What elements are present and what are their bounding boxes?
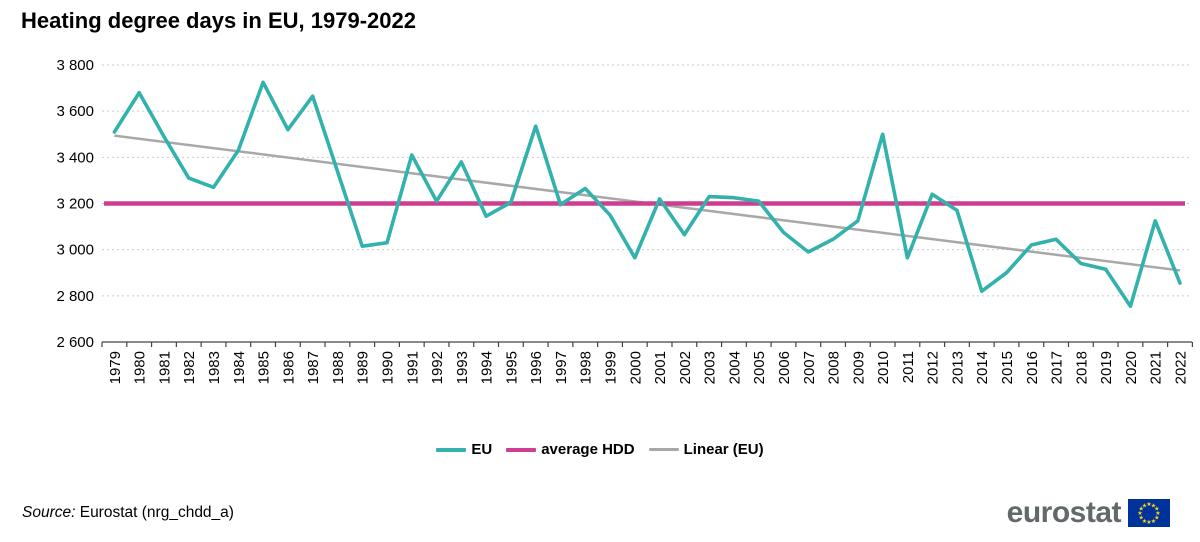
y-tick-label: 3 600	[56, 103, 94, 120]
x-tick-label: 2008	[826, 351, 843, 384]
x-tick-label: 1994	[479, 351, 496, 384]
eu-flag-field	[1128, 499, 1170, 527]
x-tick-label: 1998	[578, 351, 595, 384]
x-tick-label: 1987	[305, 351, 322, 384]
x-tick-label: 2003	[702, 351, 719, 384]
x-tick-label: 2016	[1024, 351, 1041, 384]
eu-flag-star: ★	[1142, 518, 1147, 525]
eu-flag-star: ★	[1154, 506, 1159, 513]
x-tick-label: 2001	[652, 351, 669, 384]
x-tick-label: 1989	[355, 351, 372, 384]
eu-flag-star: ★	[1139, 515, 1144, 522]
y-tick-label: 2 600	[56, 334, 94, 351]
eu-flag-star: ★	[1139, 506, 1144, 513]
x-tick-label: 2005	[751, 351, 768, 384]
legend-swatch-linear-eu	[648, 448, 679, 451]
eu-flag-star: ★	[1146, 501, 1151, 508]
x-tick-label: 2012	[925, 351, 942, 384]
x-tick-label: 2000	[627, 351, 644, 384]
eu-flag-icon: ★ ★★★★★★★★★★★	[1128, 499, 1170, 527]
x-tick-label: 1999	[603, 351, 620, 384]
eurostat-logo-text: eurostat	[1006, 496, 1122, 529]
eurostat-logo: eurostat ★ ★ ★ ★ ★ ★ ★ ★ ★ ★ ★ ★	[1007, 498, 1170, 528]
x-tick-label: 1990	[379, 351, 396, 384]
eu-flag-star: ★	[1137, 510, 1142, 517]
x-tick-label: 1988	[330, 351, 347, 384]
chart-title: Heating degree days in EU, 1979-2022	[21, 8, 416, 33]
x-tick-label: 1996	[528, 351, 545, 384]
x-tick-label: 1992	[429, 351, 446, 384]
x-tick-label: 1981	[156, 351, 173, 384]
x-tick-label: 2002	[677, 351, 694, 384]
x-tick-label: 1991	[404, 351, 421, 384]
legend-label-eu: EU	[471, 441, 493, 458]
legend-item-linear-eu: Linear (EU)	[648, 441, 764, 458]
eu-flag-star: ★	[1154, 515, 1159, 522]
eu-flag-star: ★	[1151, 502, 1156, 509]
legend-label-linear-eu: Linear (EU)	[683, 441, 764, 458]
x-tick-label: 2006	[776, 351, 793, 384]
x-tick-label: 1979	[107, 351, 124, 384]
legend-swatch-average-hdd	[506, 447, 537, 452]
x-tick-label: 1993	[454, 351, 471, 384]
legend-label-average-hdd: average HDD	[541, 441, 635, 458]
x-tick-label: 2013	[949, 351, 966, 384]
y-tick-label: 3 400	[56, 149, 94, 166]
x-tick-label: 1986	[280, 351, 297, 384]
x-tick-label: 1980	[132, 351, 149, 384]
hdd-line-chart: 3 800 3 600 3 400 3 200 3 000 2 800 2 600 1979 1…	[56, 57, 1193, 384]
source-prefix: Source:	[22, 504, 76, 521]
x-tick-label: 1982	[181, 351, 198, 384]
x-tick-label: 2010	[875, 351, 892, 384]
x-tick-label: 1995	[503, 351, 520, 384]
legend-swatch-eu	[436, 447, 467, 452]
eu-flag-star: ★	[1155, 510, 1160, 517]
x-tick-label: 2022	[1173, 351, 1190, 384]
x-tick-label: 2007	[801, 351, 818, 384]
x-tick-label: 2004	[726, 351, 743, 384]
chart-legend: EU average HDD Linear (EU)	[0, 441, 1200, 458]
x-tick-label: 1983	[206, 351, 223, 384]
y-tick-label: 3 800	[56, 57, 94, 74]
x-tick-label: 1984	[231, 351, 248, 384]
x-tick-label: 1997	[553, 351, 570, 384]
x-tick-label: 2020	[1123, 351, 1140, 384]
legend-item-average-hdd: average HDD	[506, 441, 635, 458]
y-tick-label: 3 000	[56, 242, 94, 259]
source-text: Eurostat (nrg_chdd_a)	[75, 504, 234, 521]
x-tick-label: 2011	[900, 351, 917, 383]
x-tick-label: 2017	[1049, 351, 1066, 384]
x-tick-label: 2018	[1073, 351, 1090, 384]
x-tick-label: 1985	[256, 351, 273, 384]
x-tick-label: 2014	[974, 351, 991, 384]
x-tick-label: 2021	[1148, 351, 1165, 384]
x-tick-label: 2015	[999, 351, 1016, 384]
eu-flag-star: ★	[1142, 502, 1147, 509]
y-tick-label: 3 200	[56, 196, 94, 213]
eu-flag-star: ★	[1151, 518, 1156, 525]
eu-series-line	[112, 80, 1182, 309]
y-tick-label: 2 800	[56, 288, 94, 305]
legend-item-eu: EU	[436, 441, 492, 458]
eu-flag-star: ★	[1146, 519, 1151, 526]
x-tick-label: 2009	[850, 351, 867, 384]
source-note: Source: Eurostat (nrg_chdd_a)	[22, 504, 234, 522]
x-tick-label: 2019	[1098, 351, 1115, 384]
